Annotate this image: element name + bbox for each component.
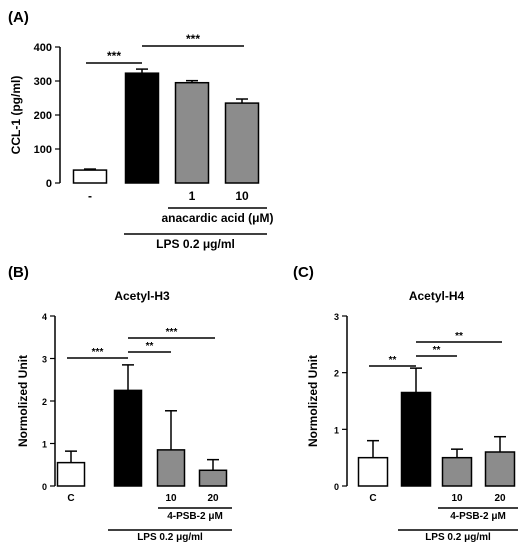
y-tick-label: 100 [34, 144, 52, 156]
bar [72, 169, 108, 184]
bar [198, 469, 228, 487]
group-label: 4-PSB-2 μM [450, 511, 506, 522]
x-tick-label: 10 [451, 493, 463, 504]
bar [156, 449, 186, 487]
group-label: LPS 0.2 μg/ml [425, 532, 491, 543]
chart-title: Acetyl-H3 [114, 289, 170, 303]
y-tick-label: 2 [42, 397, 47, 407]
significance-stars: *** [186, 32, 200, 46]
bar [484, 451, 516, 487]
significance-stars: *** [107, 49, 121, 63]
significance-stars: ** [389, 355, 397, 366]
significance-stars: ** [455, 331, 463, 342]
y-tick-label: 4 [42, 312, 47, 322]
significance-stars: ** [433, 345, 441, 356]
bar [400, 391, 432, 487]
significance-stars: ** [146, 341, 154, 352]
bar [56, 461, 86, 487]
panel-label: (A) [8, 9, 29, 26]
y-tick-label: 1 [42, 440, 47, 450]
y-tick-label: 0 [334, 482, 339, 492]
y-tick-label: 3 [334, 312, 339, 322]
group-label: LPS 0.2 μg/ml [137, 532, 203, 543]
y-tick-label: 0 [46, 178, 52, 190]
x-tick-label: 10 [165, 493, 177, 504]
panel-label: (C) [293, 264, 314, 281]
bar [113, 389, 143, 487]
x-tick-label: 20 [494, 493, 506, 504]
y-tick-label: 2 [334, 369, 339, 379]
y-axis-label: Normolized Unit [306, 355, 320, 447]
bar [357, 456, 389, 487]
chart-panel-3: (C) Acetyl-H4 0 1 2 3 Normolized Unit C 10 20 4-PS… [293, 264, 518, 543]
bar [224, 102, 260, 184]
panel-label: (B) [8, 264, 29, 281]
x-tick-label: 20 [207, 493, 219, 504]
significance-stars: *** [166, 327, 178, 338]
group-label: LPS 0.2 μg/ml [156, 237, 235, 251]
y-tick-label: 200 [34, 110, 52, 122]
y-tick-label: 400 [34, 42, 52, 54]
y-tick-label: 0 [42, 482, 47, 492]
group-label: anacardic acid (μM) [161, 211, 273, 225]
bar [441, 456, 473, 487]
y-tick-label: 3 [42, 355, 47, 365]
bar [124, 72, 160, 184]
chart-title: Acetyl-H4 [409, 289, 465, 303]
x-tick-label: - [88, 189, 92, 203]
chart-panel-2: (B) Acetyl-H3 0 1 2 3 4 Normolized Unit C 10 20 4-P… [8, 264, 232, 543]
x-tick-label: 10 [235, 189, 249, 203]
y-tick-label: 1 [334, 425, 339, 435]
x-tick-label: C [369, 493, 376, 504]
group-label: 4-PSB-2 μM [167, 511, 223, 522]
x-tick-label: 1 [189, 189, 196, 203]
y-tick-label: 300 [34, 76, 52, 88]
bar [174, 81, 210, 184]
y-axis-label: CCL-1 (pg/ml) [9, 76, 23, 155]
significance-stars: *** [92, 347, 104, 358]
y-axis-label: Normolized Unit [16, 355, 30, 447]
chart-panel-1: (A) 0 100 200 300 400 CCL-1 (pg/ml) - 1 10 anacard… [8, 9, 274, 251]
x-tick-label: C [67, 493, 74, 504]
